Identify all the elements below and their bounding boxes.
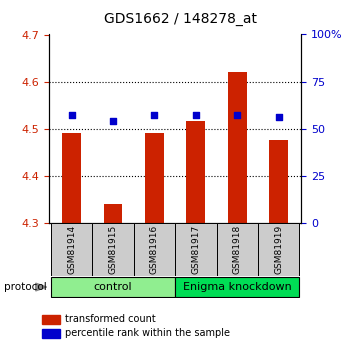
Bar [62,133,81,223]
Point [110,118,116,124]
Text: GSM81916: GSM81916 [150,225,159,274]
Text: GSM81919: GSM81919 [274,225,283,274]
Point [69,112,74,118]
Text: transformed count: transformed count [65,314,156,324]
Point [193,112,199,118]
FancyBboxPatch shape [258,223,299,276]
Text: Enigma knockdown: Enigma knockdown [183,282,292,292]
Text: percentile rank within the sample: percentile rank within the sample [65,328,230,338]
Point [234,112,240,118]
Bar [145,133,164,223]
Bar [43,329,60,338]
Bar [269,140,288,223]
FancyBboxPatch shape [175,223,217,276]
Text: protocol: protocol [4,282,46,292]
Point [152,112,157,118]
Polygon shape [36,283,47,291]
FancyBboxPatch shape [175,277,299,297]
Bar [104,204,122,223]
FancyBboxPatch shape [51,223,92,276]
Text: GSM81918: GSM81918 [233,225,242,274]
FancyBboxPatch shape [51,277,175,297]
FancyBboxPatch shape [217,223,258,276]
Bar [187,121,205,223]
Text: GSM81915: GSM81915 [108,225,117,274]
Text: GSM81917: GSM81917 [191,225,200,274]
Point [276,115,282,120]
Text: GSM81914: GSM81914 [67,225,76,274]
FancyBboxPatch shape [92,223,134,276]
Text: control: control [93,282,132,292]
Text: GDS1662 / 148278_at: GDS1662 / 148278_at [104,12,257,26]
Bar [228,72,247,223]
Bar [43,315,60,324]
FancyBboxPatch shape [134,223,175,276]
